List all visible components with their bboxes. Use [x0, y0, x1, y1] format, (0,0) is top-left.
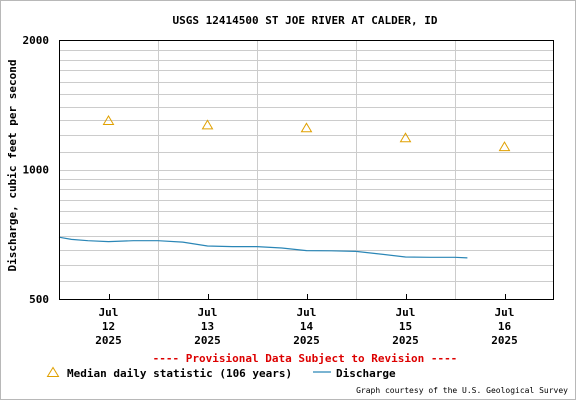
- x-tick-label: Jul: [396, 306, 416, 319]
- legend-median-triangle-icon: [46, 366, 60, 377]
- discharge-series-line: [58, 236, 468, 259]
- x-tick-label: 2025: [491, 334, 518, 347]
- data-layer: [58, 114, 511, 259]
- tick-layer: 50010002000Jul122025Jul132025Jul142025Ju…: [23, 34, 518, 347]
- x-tick-label: 2025: [293, 334, 320, 347]
- legend-median-label: Median daily statistic (106 years): [67, 367, 292, 380]
- median-point-triangle: [498, 141, 511, 152]
- credit-note: Graph courtesy of the U.S. Geological Su…: [356, 386, 568, 395]
- grid-layer: [59, 40, 554, 300]
- x-tick-label: 14: [300, 320, 314, 333]
- plot-border: [59, 40, 554, 300]
- y-axis-title: Discharge, cubic feet per second: [6, 60, 19, 272]
- x-tick-label: 12: [102, 320, 115, 333]
- x-tick-label: Jul: [99, 306, 119, 319]
- chart-title: USGS 12414500 ST JOE RIVER AT CALDER, ID: [173, 14, 438, 27]
- x-tick-label: 2025: [392, 334, 419, 347]
- legend: Median daily statistic (106 years) Disch…: [46, 366, 396, 380]
- y-tick-label: 500: [29, 293, 49, 306]
- y-tick-label: 1000: [23, 164, 50, 177]
- x-tick-label: 15: [399, 320, 412, 333]
- x-tick-label: 2025: [194, 334, 221, 347]
- x-tick-label: 16: [498, 320, 512, 333]
- median-point-triangle: [399, 132, 412, 143]
- x-tick-label: 13: [201, 320, 214, 333]
- median-point-triangle: [300, 122, 313, 133]
- x-tick-label: Jul: [198, 306, 218, 319]
- median-point-triangle: [102, 114, 115, 125]
- provisional-note: ---- Provisional Data Subject to Revisio…: [153, 352, 458, 365]
- y-tick-label: 2000: [23, 34, 50, 47]
- median-point-triangle: [201, 119, 214, 130]
- x-tick-label: 2025: [95, 334, 122, 347]
- x-tick-label: Jul: [495, 306, 515, 319]
- x-tick-label: Jul: [297, 306, 317, 319]
- legend-discharge-label: Discharge: [336, 367, 396, 380]
